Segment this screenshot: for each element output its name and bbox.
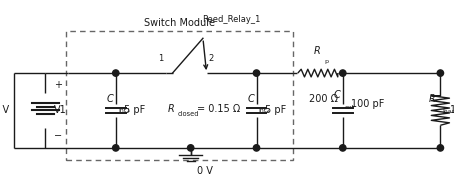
Text: closed: closed <box>178 111 199 117</box>
Text: p: p <box>325 59 329 64</box>
Text: R: R <box>429 94 436 104</box>
Text: 10 MΩ: 10 MΩ <box>450 105 454 116</box>
Text: −: − <box>54 131 62 141</box>
Text: 1: 1 <box>158 54 163 63</box>
Ellipse shape <box>437 70 444 76</box>
Text: R: R <box>313 46 320 56</box>
Ellipse shape <box>253 145 260 151</box>
Text: = 0.15 Ω: = 0.15 Ω <box>197 104 241 114</box>
Bar <box>66 31 293 160</box>
Text: Reed_Relay_1: Reed_Relay_1 <box>202 15 261 24</box>
Text: +: + <box>54 80 62 90</box>
Text: C: C <box>334 90 340 100</box>
Text: 100 V: 100 V <box>0 105 9 116</box>
Text: V1: V1 <box>54 105 66 116</box>
Text: int2: int2 <box>259 108 271 113</box>
Ellipse shape <box>188 145 194 151</box>
Text: C: C <box>107 94 114 104</box>
Text: 0 V: 0 V <box>197 165 213 174</box>
Text: C: C <box>247 94 254 104</box>
Text: R: R <box>168 104 175 114</box>
Ellipse shape <box>340 145 346 151</box>
Ellipse shape <box>113 70 119 76</box>
Text: 100 pF: 100 pF <box>351 98 385 109</box>
Text: ext: ext <box>345 105 355 110</box>
Text: 5 pF: 5 pF <box>124 105 145 116</box>
Text: 200 Ω: 200 Ω <box>309 94 338 104</box>
Ellipse shape <box>113 145 119 151</box>
Text: 5 pF: 5 pF <box>265 105 286 116</box>
Text: int1: int1 <box>118 108 130 113</box>
Text: load: load <box>443 109 454 114</box>
Text: 2: 2 <box>209 54 214 63</box>
Text: Switch Module: Switch Module <box>144 18 215 28</box>
Ellipse shape <box>340 70 346 76</box>
Ellipse shape <box>437 145 444 151</box>
Ellipse shape <box>253 70 260 76</box>
